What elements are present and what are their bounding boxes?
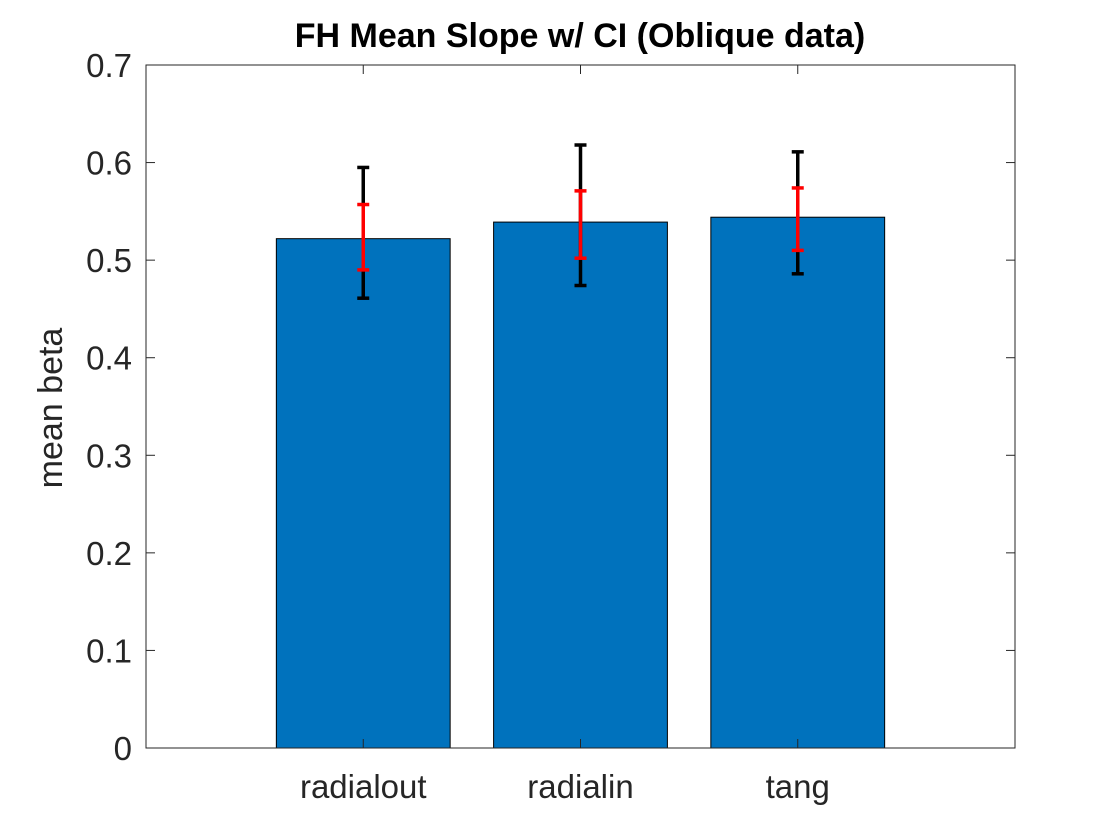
y-axis-label: mean beta — [32, 328, 70, 489]
chart-title: FH Mean Slope w/ CI (Oblique data) — [295, 17, 865, 55]
y-tick-label: 0.4 — [86, 340, 132, 377]
y-tick-label: 0.2 — [86, 535, 132, 572]
x-tick-label-radialin: radialin — [527, 768, 633, 805]
y-tick-label: 0.7 — [86, 47, 132, 84]
y-tick-label: 0.6 — [86, 145, 132, 182]
y-tick-label: 0.1 — [86, 632, 132, 669]
bar-radialin — [493, 221, 668, 749]
bar-tang — [710, 216, 886, 749]
y-tick-label: 0.3 — [86, 437, 132, 474]
y-tick-label: 0.5 — [86, 242, 132, 279]
x-tick-label-tang: tang — [766, 768, 830, 805]
bar-radialout — [275, 238, 451, 749]
x-tick-label-radialout: radialout — [300, 768, 427, 805]
plot-area: 0 0.1 0.2 0.3 0.4 0.5 0.6 0.7 radialout radialin t… — [86, 47, 1016, 805]
y-tick-label: 0 — [114, 730, 132, 767]
